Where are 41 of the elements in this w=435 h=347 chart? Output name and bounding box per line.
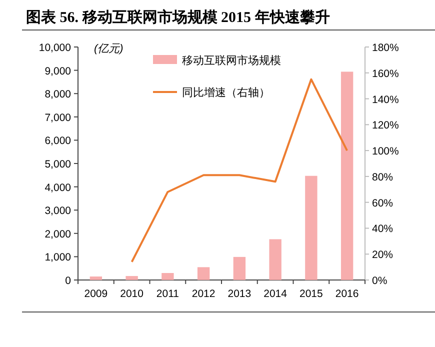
y2-tick-label: 120% bbox=[372, 120, 399, 132]
y2-tick-label: 140% bbox=[372, 94, 399, 106]
x-tick-label: 2012 bbox=[192, 288, 216, 300]
y2-tick-label: 160% bbox=[372, 68, 399, 80]
x-tick-label: 2010 bbox=[120, 288, 144, 300]
bar bbox=[269, 239, 282, 280]
y-tick-label: 7,000 bbox=[44, 112, 72, 124]
chart-title: 图表 56. 移动互联网市场规模 2015 年快速攀升 bbox=[26, 8, 330, 26]
legend-label: 移动互联网市场规模 bbox=[182, 54, 281, 67]
x-tick-label: 2009 bbox=[84, 288, 108, 300]
y-tick-label: 3,000 bbox=[44, 205, 72, 218]
y2-tick-label: 20% bbox=[372, 249, 394, 262]
y2-tick-label: 80% bbox=[372, 171, 394, 184]
y2-tick-label: 100% bbox=[372, 146, 399, 158]
y2-tick-label: 40% bbox=[372, 223, 394, 236]
y-tick-label: 4,000 bbox=[44, 182, 72, 194]
bar bbox=[126, 276, 138, 280]
y-tick-label: 8,000 bbox=[44, 88, 72, 101]
x-tick-label: 2015 bbox=[300, 288, 324, 300]
y-tick-label: 1,000 bbox=[44, 252, 72, 264]
bar bbox=[162, 273, 174, 280]
y2-tick-label: 180% bbox=[372, 42, 399, 54]
legend-label: 同比增速（右轴） bbox=[182, 86, 270, 99]
y2-tick-label: 0% bbox=[372, 275, 388, 287]
bar bbox=[197, 267, 210, 280]
x-tick-label: 2014 bbox=[264, 288, 288, 300]
y-tick-label: 6,000 bbox=[44, 135, 72, 148]
y-axis-title: (亿元) bbox=[94, 43, 124, 55]
bar bbox=[340, 72, 354, 280]
bar bbox=[90, 276, 102, 280]
y-tick-label: 2,000 bbox=[44, 228, 72, 240]
y-tick-label: 9,000 bbox=[44, 65, 72, 78]
y-tick-label: 5,000 bbox=[44, 158, 72, 170]
y2-tick-label: 60% bbox=[372, 197, 394, 210]
y-tick-label: 0 bbox=[65, 275, 72, 287]
x-tick-label: 2013 bbox=[228, 288, 252, 300]
y-tick-label: 10,000 bbox=[38, 42, 72, 54]
x-tick-label: 2016 bbox=[335, 288, 359, 300]
x-tick-label: 2011 bbox=[156, 288, 180, 300]
bar bbox=[305, 176, 318, 280]
bar bbox=[233, 256, 246, 280]
